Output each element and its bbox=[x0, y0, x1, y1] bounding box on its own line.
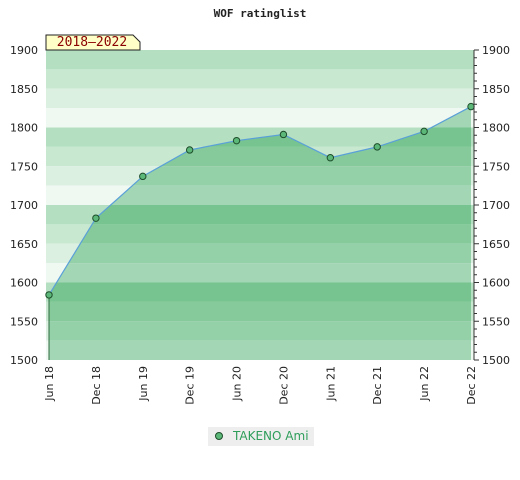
y-tick-label-left: 1900 bbox=[10, 44, 38, 57]
y-tick-label-right: 1850 bbox=[482, 83, 510, 96]
y-tick-label-left: 1500 bbox=[10, 354, 38, 367]
data-point bbox=[92, 214, 100, 222]
y-tick-label-left: 1850 bbox=[10, 83, 38, 96]
y-tick-label-left: 1700 bbox=[10, 199, 38, 212]
y-tick-label-right: 1600 bbox=[482, 277, 510, 290]
period-badge-box bbox=[45, 34, 141, 51]
data-point bbox=[420, 127, 428, 136]
band-dark bbox=[49, 321, 471, 341]
data-point bbox=[232, 136, 241, 145]
band-dark bbox=[49, 224, 471, 244]
y-tick-label-right: 1700 bbox=[482, 199, 510, 212]
series-line bbox=[48, 106, 472, 296]
band-dark bbox=[49, 340, 471, 360]
data-point bbox=[467, 102, 475, 111]
y-tick-label-right: 1800 bbox=[482, 122, 510, 135]
data-point bbox=[45, 291, 53, 299]
y-tick-label-right: 1650 bbox=[482, 238, 510, 251]
legend-box bbox=[208, 427, 314, 446]
y-tick-label-left: 1800 bbox=[10, 122, 38, 135]
background-bands bbox=[46, 50, 474, 360]
data-point bbox=[279, 130, 288, 139]
data-point bbox=[139, 172, 147, 181]
x-tick-label: Jun 20 bbox=[231, 366, 244, 402]
data-point bbox=[373, 143, 381, 151]
band-light bbox=[46, 69, 474, 89]
data-point bbox=[326, 154, 335, 162]
band-dark bbox=[49, 205, 471, 225]
y-tick-label-right: 1500 bbox=[482, 354, 510, 367]
period-badge: 2018–2022 bbox=[45, 34, 141, 51]
y-tick-label-left: 1650 bbox=[10, 238, 38, 251]
legend-marker-icon bbox=[215, 432, 223, 440]
x-axis: Jun 18 Dec 18 Jun 19 Dec 19 Jun 20 Dec 20 Jun … bbox=[43, 366, 478, 405]
x-tick-label: Dec 20 bbox=[277, 366, 290, 405]
x-tick-label: Dec 19 bbox=[184, 366, 197, 405]
x-tick-label: Dec 21 bbox=[371, 366, 384, 405]
legend[interactable]: TAKENO Ami bbox=[208, 427, 314, 446]
band-light bbox=[46, 88, 474, 109]
y-tick-label-right: 1550 bbox=[482, 315, 510, 328]
legend-label: TAKENO Ami bbox=[232, 429, 309, 443]
y-tick-label-right: 1900 bbox=[482, 44, 510, 57]
x-tick-label: Jun 21 bbox=[324, 366, 337, 402]
x-tick-label: Jun 22 bbox=[418, 366, 431, 402]
series-points bbox=[45, 102, 475, 299]
x-tick-label: Jun 19 bbox=[137, 366, 150, 402]
band-dark bbox=[49, 166, 471, 186]
y-tick-label-left: 1550 bbox=[10, 315, 38, 328]
band-dark bbox=[49, 263, 471, 283]
y-tick-label-left: 1750 bbox=[10, 160, 38, 173]
y-tick-label-right: 1750 bbox=[482, 160, 510, 173]
band-dark bbox=[49, 282, 471, 302]
band-light bbox=[46, 50, 474, 70]
band-dark bbox=[49, 185, 471, 205]
data-point bbox=[185, 146, 194, 154]
x-tick-label: Jun 18 bbox=[43, 366, 56, 402]
chart-title: WOF ratinglist bbox=[214, 7, 307, 20]
band-dark bbox=[49, 301, 471, 322]
y-tick-label-left: 1600 bbox=[10, 277, 38, 290]
y-axis: 1500 1500 1550 1550 1600 1600 1650 1650 1700 1700… bbox=[10, 44, 510, 367]
x-tick-label: Dec 22 bbox=[465, 366, 478, 405]
x-tick-label: Dec 18 bbox=[90, 366, 103, 405]
period-badge-text: 2018–2022 bbox=[57, 35, 127, 50]
band-dark bbox=[49, 243, 471, 264]
band-light bbox=[46, 108, 474, 128]
